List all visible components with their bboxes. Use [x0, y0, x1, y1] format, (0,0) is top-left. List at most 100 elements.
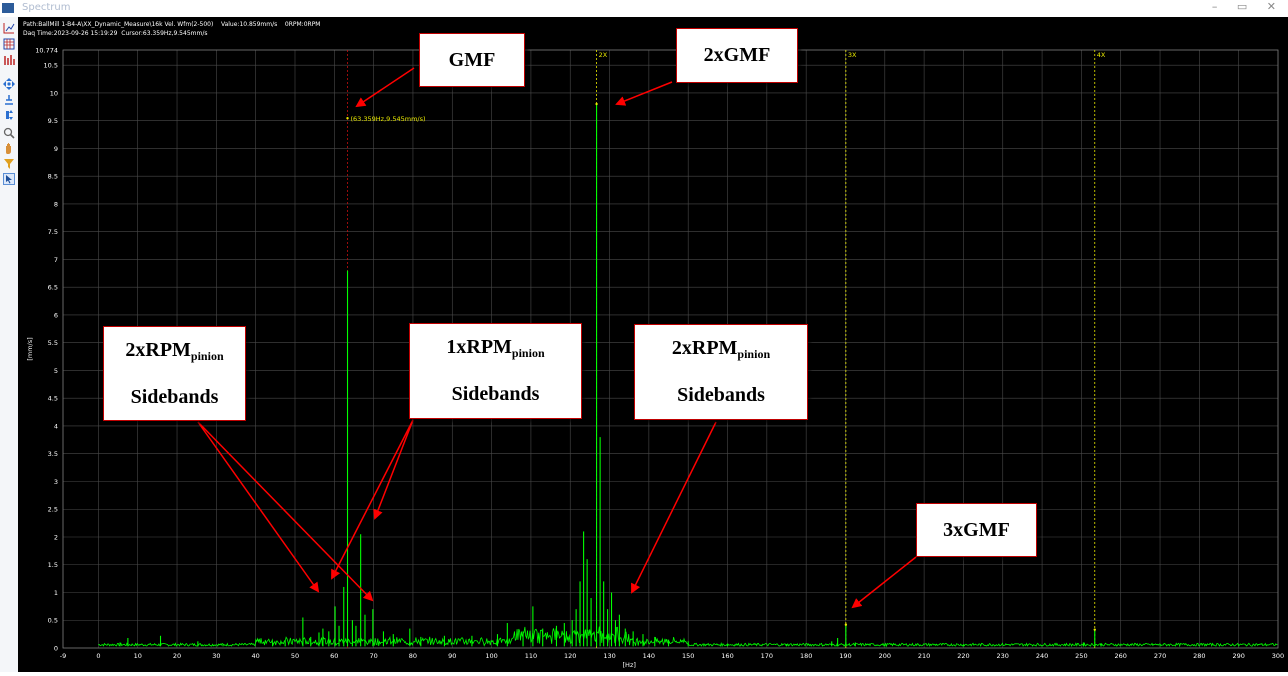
harmonic-marker-label: 2X: [599, 51, 608, 59]
left-sideband-callout: 2xRPMpinion Sidebands: [103, 326, 246, 421]
x-tick-label: 40: [252, 652, 260, 660]
x-tick-label: 210: [918, 652, 930, 660]
x-tick-label: 270: [1154, 652, 1166, 660]
harmonic-peak-dot: [844, 623, 848, 626]
window-title: Spectrum: [22, 2, 71, 13]
left-sideband-sub: pinion: [190, 348, 224, 363]
y-tick-label: 0: [54, 645, 58, 653]
harmonic-peak-dot: [1093, 628, 1096, 631]
gmf3-callout: 3xGMF: [916, 503, 1037, 557]
app-icon: [2, 3, 14, 13]
tool-sidebar: [0, 17, 19, 672]
x-tick-label: 20: [173, 652, 181, 660]
x-tick-label: 90: [448, 652, 456, 660]
x-tick-label: 190: [839, 652, 851, 660]
x-tick-label: 140: [643, 652, 655, 660]
x-tick-label: 300: [1272, 652, 1284, 660]
harmonic-peak-dot: [595, 102, 598, 106]
y-tick-label: 5: [54, 367, 58, 375]
y-tick-label: 6.5: [48, 284, 58, 292]
gmf2-callout: 2xGMF: [676, 28, 798, 83]
x-tick-label: 160: [721, 652, 733, 660]
path-info: Path:BallMill 1-B4-A\XX_Dynamic_Measure\…: [23, 21, 321, 28]
x-tick-label: 230: [997, 652, 1009, 660]
zoom-icon[interactable]: [3, 127, 15, 139]
y-tick-label: 10.774: [35, 47, 58, 55]
x-tick-label: 110: [525, 652, 537, 660]
x-tick-label: 170: [761, 652, 773, 660]
x-tick-label: 130: [603, 652, 615, 660]
gmf2-label: 2xGMF: [703, 44, 771, 66]
y-tick-label: 6: [54, 311, 58, 319]
x-tick-label: 220: [957, 652, 969, 660]
x-tick-label: 150: [682, 652, 694, 660]
y-tick-label: 8.5: [48, 173, 58, 181]
left-sideband-main: 2xRPM: [125, 338, 191, 361]
x-tick-label: 100: [485, 652, 497, 660]
hand-icon[interactable]: [3, 142, 15, 154]
x-tick-label: 30: [212, 652, 220, 660]
x-tick-label: 80: [409, 652, 417, 660]
right-sideband-main: 2xRPM: [671, 337, 738, 359]
mid-sideband-sub: pinion: [511, 346, 545, 360]
harmonic-marker-label: 4X: [1097, 51, 1106, 59]
x-tick-label: -9: [60, 652, 66, 660]
y-tick-label: 8: [54, 200, 58, 208]
mid-sideband-callout: 1xRPMpinion Sidebands: [409, 323, 582, 419]
x-tick-label: 180: [800, 652, 812, 660]
plot-frame: [62, 49, 1279, 649]
gmf3-label: 3xGMF: [943, 518, 1010, 541]
y-tick-label: 10.5: [44, 62, 58, 70]
x-tick-label: 60: [330, 652, 338, 660]
right-sideband-line2: Sidebands: [677, 384, 765, 406]
y-tick-label: 1.5: [48, 561, 58, 569]
y-tick-label: 4.5: [48, 395, 58, 403]
right-sideband-callout: 2xRPMpinion Sidebands: [634, 324, 808, 420]
x-tick-label: 290: [1232, 652, 1244, 660]
pointer-icon[interactable]: [3, 173, 15, 185]
grid-chart-icon[interactable]: [3, 38, 15, 50]
mid-sideband-main: 1xRPM: [446, 336, 512, 358]
y-tick-label: 1: [54, 589, 58, 597]
y-tick-label: 3.5: [48, 450, 58, 458]
x-tick-label: 280: [1193, 652, 1205, 660]
cursor-label: (63.359Hz,9.545mm/s): [351, 115, 426, 123]
y-tick-label: 5.5: [48, 339, 58, 347]
right-sideband-sub: pinion: [737, 347, 771, 361]
fit-y-icon[interactable]: [3, 109, 15, 121]
title-bar: Spectrum – ▭ ✕: [0, 0, 1288, 17]
x-tick-label: 200: [879, 652, 891, 660]
y-tick-label: 9: [54, 145, 58, 153]
fit-x-icon[interactable]: [3, 94, 15, 106]
y-tick-label: 9.5: [48, 117, 58, 125]
cursor-point: [346, 117, 349, 120]
left-sideband-line2: Sidebands: [130, 385, 219, 408]
gmf-callout: GMF: [419, 33, 525, 87]
band-chart-icon[interactable]: [3, 54, 15, 66]
y-tick-label: 3: [54, 478, 58, 486]
x-axis-label: [Hz]: [623, 661, 636, 669]
y-axis-label: [mm/s]: [26, 337, 34, 360]
x-tick-label: 50: [291, 652, 299, 660]
y-tick-label: 4: [54, 422, 58, 430]
x-tick-label: 120: [564, 652, 576, 660]
x-tick-label: 0: [96, 652, 100, 660]
x-tick-label: 250: [1075, 652, 1087, 660]
y-tick-label: 7: [54, 256, 58, 264]
x-tick-label: 260: [1115, 652, 1127, 660]
y-tick-label: 10: [50, 89, 58, 97]
window-controls[interactable]: – ▭ ✕: [1211, 0, 1284, 13]
filter-icon[interactable]: [3, 158, 15, 170]
y-tick-label: 7.5: [48, 228, 58, 236]
y-tick-label: 2: [54, 533, 58, 541]
x-tick-label: 10: [134, 652, 142, 660]
x-tick-label: 70: [369, 652, 377, 660]
move-icon[interactable]: [3, 78, 15, 90]
y-tick-label: 2.5: [48, 506, 58, 514]
mid-sideband-line2: Sidebands: [451, 383, 540, 405]
daq-time-info: Daq Time:2023-09-26 15:19:29 Cursor:63.3…: [23, 30, 208, 37]
x-tick-label: 240: [1036, 652, 1048, 660]
y-tick-label: 0.5: [48, 617, 58, 625]
cursor-chart-icon[interactable]: [3, 22, 15, 34]
gmf-label: GMF: [448, 48, 496, 71]
